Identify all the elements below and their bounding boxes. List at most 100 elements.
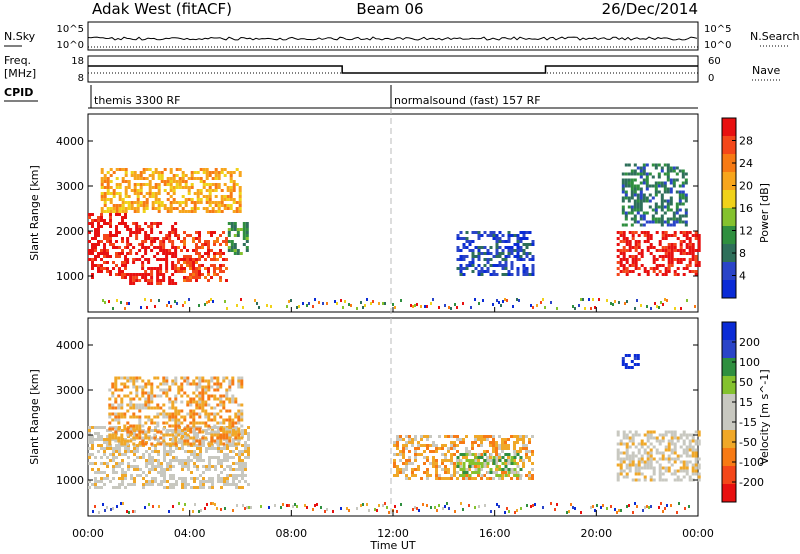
velocity-colorbar-frame	[721, 321, 737, 503]
power-echo-region-1	[126, 222, 178, 285]
velocity-echo-region-3	[456, 453, 523, 477]
time-axis: 00:00 04:00 08:00 12:00 16:00 20:00 00:00	[72, 307, 714, 540]
cpid-segment-1: themis 3300 RF	[94, 94, 181, 107]
power-data-layer	[88, 163, 701, 310]
date-title: 26/Dec/2014	[602, 0, 698, 18]
time-tick-label-5: 20:00	[580, 527, 612, 540]
station-title: Adak West (fitACF)	[92, 0, 232, 18]
freq-unit: [MHz]	[4, 67, 36, 80]
power-colorbar-tick-2: 12	[739, 225, 753, 238]
power-echo-region-7	[621, 163, 688, 227]
power-colorbar-tick-6: 28	[739, 135, 753, 148]
nsky-tick-top: 10^5	[57, 24, 84, 35]
velocity-colorbar-step-9	[722, 322, 736, 340]
power-colorbar-tick-3: 16	[739, 202, 753, 215]
power-ytick-label-1: 2000	[56, 225, 84, 238]
power-ytick-label-3: 4000	[56, 135, 84, 148]
velocity-colorbar-step-2	[722, 448, 736, 466]
velocity-colorbar-tick-6: 100	[739, 356, 760, 369]
velocity-echo-region-4	[616, 430, 701, 482]
velocity-ylabel: Slant Range [km]	[28, 369, 41, 465]
velocity-data-layer	[88, 354, 701, 514]
power-colorbar-label: Power [dB]	[758, 183, 771, 243]
power-ytick-label-2: 3000	[56, 180, 84, 193]
power-colorbar-step-0	[722, 280, 736, 298]
nsky-line	[87, 36, 698, 46]
velocity-colorbar-step-4	[722, 412, 736, 430]
power-colorbar-step-1	[722, 262, 736, 280]
nsearch-tick-bottom: 10^0	[704, 40, 731, 51]
freq-trace	[88, 65, 698, 74]
power-colorbar-step-2	[722, 244, 736, 262]
velocity-ytick-label-0: 1000	[56, 474, 84, 487]
nsky-tick-bottom: 10^0	[57, 40, 84, 51]
nsky-label: N.Sky	[4, 30, 36, 43]
velocity-colorbar-step-7	[722, 358, 736, 376]
velocity-colorbar: -200 -100 -50 -15 15 50 100 200	[721, 321, 764, 503]
power-echo-region-5	[616, 231, 701, 276]
freq-tick-top: 18	[71, 56, 84, 67]
velocity-colorbar-step-5	[722, 394, 736, 412]
velocity-colorbar-tick-1: -100	[739, 456, 764, 469]
velocity-ytick-label-1: 2000	[56, 429, 84, 442]
velocity-colorbar-label: Velocity [m s^-1]	[758, 369, 771, 464]
velocity-colorbar-tick-0: -200	[739, 476, 764, 489]
velocity-colorbar-step-6	[722, 376, 736, 394]
power-y-axis: 1000 2000 3000 4000	[56, 135, 698, 283]
power-colorbar-tick-1: 8	[739, 247, 746, 260]
nave-label: Nave	[752, 64, 780, 77]
time-tick-label-6: 00:00	[682, 527, 714, 540]
power-colorbar-step-8	[722, 136, 736, 154]
time-tick-label-3: 12:00	[377, 527, 409, 540]
power-near-range-scatter	[102, 298, 696, 310]
velocity-colorbar-tick-3: -15	[739, 416, 757, 429]
velocity-colorbar-step-8	[722, 340, 736, 358]
time-axis-label: Time UT	[369, 539, 415, 552]
power-panel: 1000 2000 3000 4000 Slant Range [km] 4 8 12 16…	[28, 113, 771, 313]
power-echo-region-4	[456, 231, 535, 276]
power-colorbar-step-5	[722, 190, 736, 208]
time-tick-label-0: 00:00	[72, 527, 104, 540]
power-colorbar-step-4	[722, 208, 736, 226]
velocity-panel: 1000 2000 3000 4000 Slant Range [km] -200 -1…	[28, 317, 771, 517]
time-tick-label-1: 04:00	[174, 527, 206, 540]
power-colorbar-step-9	[722, 118, 736, 136]
freq-tick-bottom: 8	[78, 73, 84, 84]
velocity-colorbar-step-3	[722, 430, 736, 448]
nsky-panel-frame	[87, 21, 699, 51]
freq-panel-frame	[87, 55, 699, 83]
velocity-ytick-label-2: 3000	[56, 384, 84, 397]
velocity-colorbar-step-1	[722, 466, 736, 484]
velocity-colorbar-tick-7: 200	[739, 336, 760, 349]
power-ylabel: Slant Range [km]	[28, 165, 41, 261]
power-colorbar-step-7	[722, 154, 736, 172]
cpid-label: CPID	[4, 86, 33, 99]
power-colorbar-tick-0: 4	[739, 270, 746, 283]
velocity-y-axis: 1000 2000 3000 4000	[56, 339, 698, 487]
freq-line	[88, 65, 698, 74]
power-colorbar: 4 8 12 16 20 24 28	[721, 117, 753, 299]
velocity-near-range-scatter	[92, 502, 690, 514]
velocity-ytick-label-3: 4000	[56, 339, 84, 352]
velocity-colorbar-step-0	[722, 484, 736, 502]
power-colorbar-step-6	[722, 172, 736, 190]
nsky-trace	[87, 36, 698, 48]
velocity-echo-region-5	[621, 354, 640, 369]
velocity-plot-frame	[87, 317, 699, 517]
cpid-segment-2: normalsound (fast) 157 RF	[394, 94, 541, 107]
power-echo-region-0	[88, 213, 127, 279]
nsearch-tick-top: 10^5	[704, 24, 731, 35]
velocity-colorbar-tick-4: 15	[739, 396, 753, 409]
freq-label: Freq.	[4, 54, 31, 67]
nave-tick-bottom: 0	[708, 73, 714, 84]
time-tick-label-2: 08:00	[275, 527, 307, 540]
power-ytick-label-0: 1000	[56, 270, 84, 283]
velocity-colorbar-tick-2: -50	[739, 436, 757, 449]
nave-tick-top: 60	[708, 56, 721, 67]
beam-title: Beam 06	[356, 0, 423, 18]
power-colorbar-tick-5: 24	[739, 157, 753, 170]
time-tick-label-4: 16:00	[479, 527, 511, 540]
power-colorbar-step-3	[722, 226, 736, 244]
velocity-echo-region-1	[108, 376, 244, 446]
